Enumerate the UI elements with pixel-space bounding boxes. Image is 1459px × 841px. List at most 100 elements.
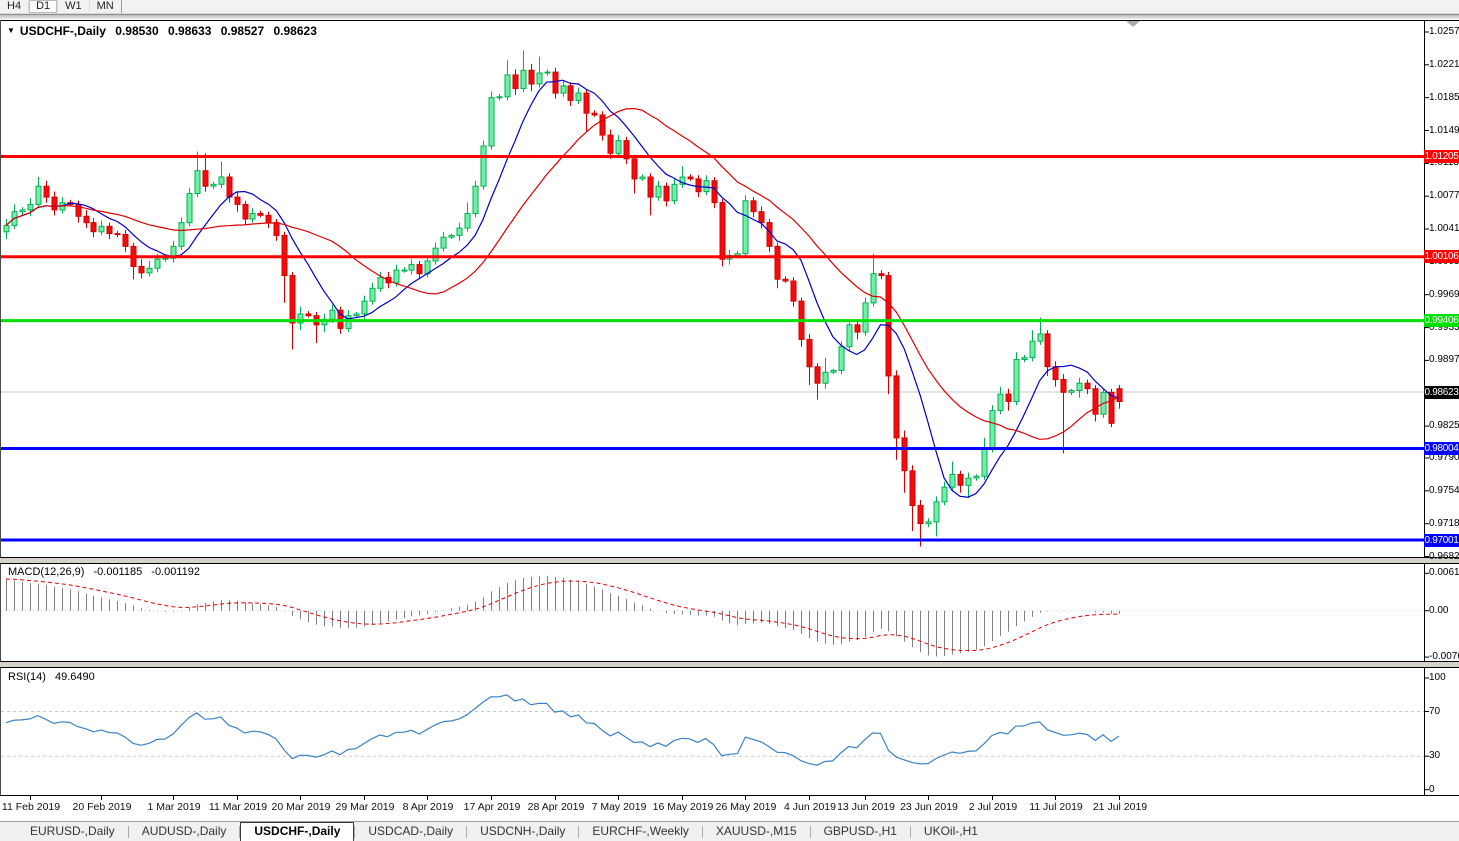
candle-body xyxy=(655,185,662,198)
tab-usdcad-daily[interactable]: USDCAD-,Daily xyxy=(368,824,454,838)
panel-splitter[interactable] xyxy=(0,558,1459,563)
timeframe-button-D1[interactable]: D1 xyxy=(29,0,58,13)
date-axis-tick: 26 May 2019 xyxy=(715,801,777,813)
date-axis-tick: 28 Apr 2019 xyxy=(527,801,585,813)
tab-audusd-daily[interactable]: AUDUSD-,Daily xyxy=(141,824,227,838)
candle-body xyxy=(257,213,264,216)
candle-body xyxy=(854,324,861,333)
date-axis-tick: 11 Feb 2019 xyxy=(1,801,61,813)
symbol-tab-bar: EURUSD-,Daily AUDUSD-,Daily USDCHF-,Daily U… xyxy=(0,821,1459,841)
candle-body xyxy=(122,234,129,247)
candle-body xyxy=(480,145,487,187)
candle-body xyxy=(226,176,233,198)
candle-body xyxy=(456,227,463,236)
candle-body xyxy=(742,200,749,255)
candle-body xyxy=(989,410,996,450)
candle-body xyxy=(862,302,869,333)
candle-body xyxy=(758,211,765,224)
macd-value-main: -0.001185 xyxy=(93,566,143,578)
candle-body xyxy=(416,264,423,275)
candle-body xyxy=(289,275,296,324)
candle-body xyxy=(695,178,702,193)
chart-shift-marker-icon xyxy=(1126,21,1140,27)
candle-body xyxy=(218,176,225,185)
rsi-line xyxy=(5,694,1120,766)
chart-canvas[interactable] xyxy=(0,0,1459,821)
candle-body xyxy=(782,278,789,282)
candle-body xyxy=(870,273,877,304)
candle-body xyxy=(520,69,527,90)
candle-body xyxy=(464,213,471,229)
tab-usdcnh-daily[interactable]: USDCNH-,Daily xyxy=(480,824,566,838)
ohlc-open: 0.98530 xyxy=(115,24,159,38)
tab-eurusd-daily[interactable]: EURUSD-,Daily xyxy=(30,824,115,838)
chart-title: ▼ USDCHF-,Daily 0.98530 0.98633 0.98527 0… xyxy=(7,24,317,38)
toolbar-separator xyxy=(120,0,122,13)
candle-body xyxy=(544,71,551,74)
price-marker-0.97001: 0.97001 xyxy=(1424,534,1459,547)
toolbar-separator xyxy=(57,1,59,12)
macd-axis-tick--0.00761: -0.00761 xyxy=(1429,651,1459,662)
tab-xauusd-m15[interactable]: XAUUSD-,M15 xyxy=(715,824,797,838)
candle-body xyxy=(488,97,495,147)
price-marker-1.00106: 1.00106 xyxy=(1424,250,1459,263)
candle-body xyxy=(19,209,26,213)
candle-body xyxy=(830,369,837,373)
price-marker-0.99406: 0.99406 xyxy=(1424,314,1459,327)
candle-body xyxy=(504,74,511,98)
candle-body xyxy=(472,185,479,215)
candle-body xyxy=(997,393,1004,412)
candle-body xyxy=(957,473,964,486)
timeframe-button-W1[interactable]: W1 xyxy=(58,0,89,13)
timeframe-button-MN[interactable]: MN xyxy=(90,0,121,13)
candle-body xyxy=(909,470,916,506)
candle-body xyxy=(448,234,455,238)
tab-eurchf-weekly[interactable]: EURCHF-,Weekly xyxy=(592,824,689,838)
tab-ukoil-h1[interactable]: UKOil-,H1 xyxy=(923,824,978,838)
candle-body xyxy=(1068,390,1075,393)
price-axis-tick-1.02210: 1.02210 xyxy=(1429,59,1459,70)
candle-body xyxy=(138,265,145,274)
candle-body xyxy=(615,140,622,154)
rsi-axis-tick-0: 0 xyxy=(1429,784,1435,795)
ma-fast-line xyxy=(5,79,1120,498)
candle-body xyxy=(90,222,97,233)
symbol-dropdown-icon[interactable]: ▼ xyxy=(7,26,15,35)
candle-body xyxy=(27,203,34,211)
candle-body xyxy=(265,214,272,224)
tab-gbpusd-h1[interactable]: GBPUSD-,H1 xyxy=(823,824,897,838)
candle-body xyxy=(353,313,360,317)
candle-body xyxy=(393,269,400,284)
date-axis-tick: 20 Feb 2019 xyxy=(72,801,132,813)
candle-body xyxy=(377,276,384,289)
candle-body xyxy=(981,448,988,477)
candle-body xyxy=(925,521,932,525)
candle-body xyxy=(329,309,336,320)
timeframe-button-H4[interactable]: H4 xyxy=(0,0,28,13)
candle-body xyxy=(242,203,249,220)
date-axis-tick: 21 Jul 2019 xyxy=(1092,801,1148,813)
chart-scroll-strip[interactable] xyxy=(0,14,1459,20)
current-price-marker: 0.98623 xyxy=(1424,386,1459,399)
price-axis-tick-1.01490: 1.01490 xyxy=(1429,125,1459,136)
candle-body xyxy=(822,371,829,384)
date-axis-tick: 20 Mar 2019 xyxy=(271,801,331,813)
panel-splitter[interactable] xyxy=(0,662,1459,667)
candle-body xyxy=(202,170,209,187)
ohlc-close: 0.98623 xyxy=(273,24,317,38)
candle-body xyxy=(583,92,590,114)
toolbar-separator xyxy=(88,1,90,12)
tab-usdchf-daily[interactable]: USDCHF-,Daily xyxy=(240,822,355,841)
candle-body xyxy=(408,264,415,271)
rsi-value: 49.6490 xyxy=(54,671,95,683)
rsi-axis-tick-30: 30 xyxy=(1429,750,1441,761)
candle-body xyxy=(3,224,10,233)
candle-body xyxy=(249,213,256,220)
candle-body xyxy=(297,313,304,324)
candle-body xyxy=(878,273,885,277)
candle-body xyxy=(552,71,559,94)
candle-body xyxy=(154,258,161,269)
ohlc-low: 0.98527 xyxy=(220,24,265,38)
